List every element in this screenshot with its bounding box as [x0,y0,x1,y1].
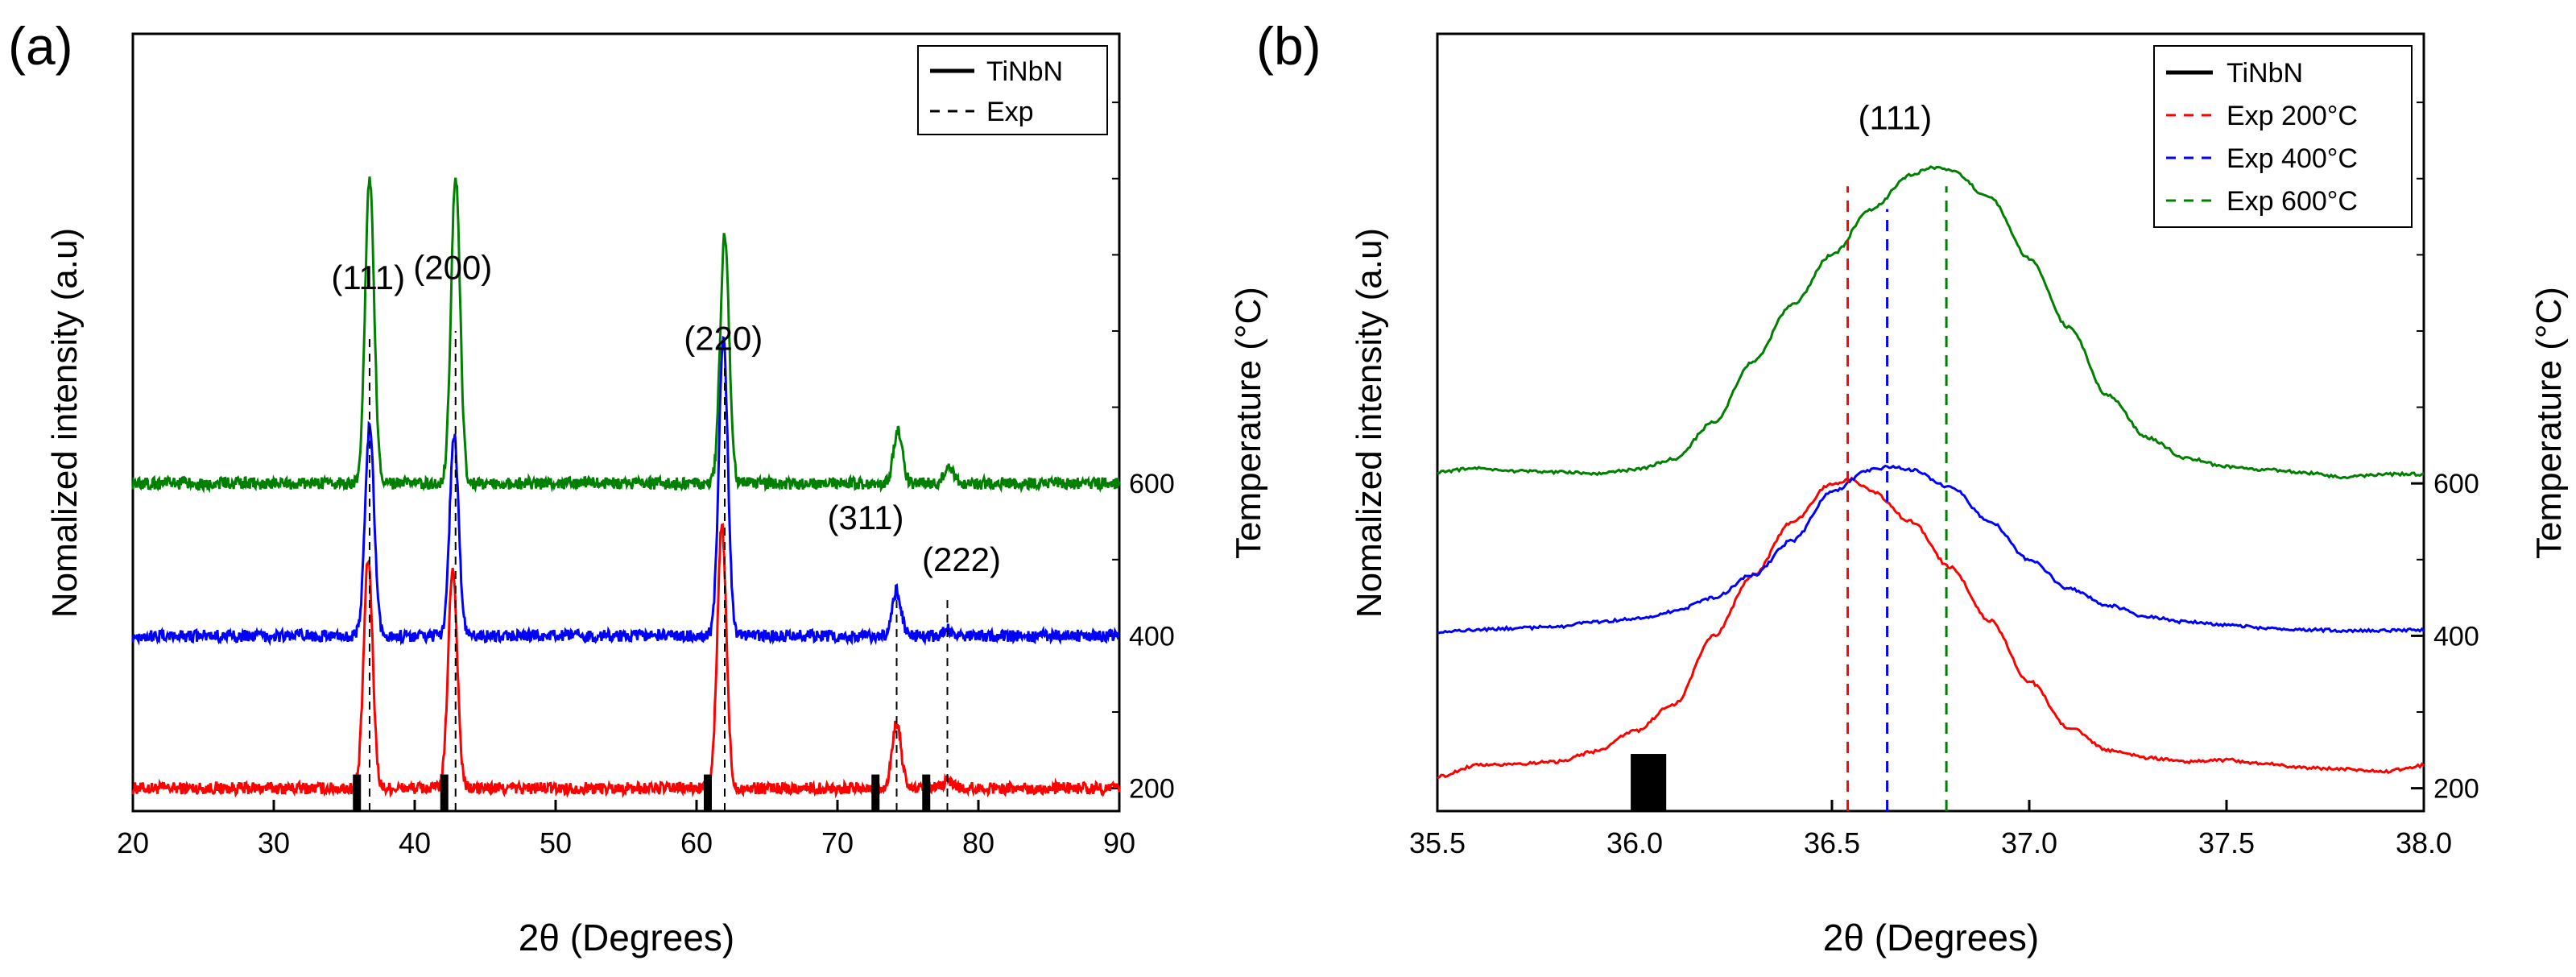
peak-annotation: (200) [413,249,492,287]
tinbn-reference-bar [704,774,712,811]
panel-b-x-tick-label: 36.5 [1804,826,1860,859]
panel-a-x-tick-label: 40 [399,826,431,859]
panel-a-x-axis-title: 2θ (Degrees) [519,917,734,958]
series-line-600c [1437,165,2425,480]
panel-a-x-tick-label: 20 [117,826,149,859]
panel-a: (a) 2θ (Degrees) Nomalized intensity (a.… [8,16,1268,958]
panel-b-x-tick-label: 36.0 [1606,826,1663,859]
tinbn-reference-bar [440,774,449,811]
panel-b-x-tick-label: 38.0 [2396,826,2452,859]
peak-annotation: (222) [922,540,1001,578]
tinbn-reference-bar [922,774,931,811]
panel-b-x-tick-label: 35.5 [1409,826,1466,859]
peak-annotation: (220) [684,320,763,358]
legend-label-exp-400: Exp 400°C [2227,143,2358,174]
tinbn-reference-bar [1631,754,1667,811]
tinbn-reference-bar [871,774,880,811]
panel-b-label: (b) [1256,16,1321,76]
series-line-600c [131,176,1121,494]
legend-label-exp-200: Exp 200°C [2227,101,2358,131]
panel-a-right-tick-label: 400 [1129,621,1175,652]
panel-a-y-axis-title: Nomalized intensity (a.u) [45,228,85,618]
panel-b-right-axis-title: Temperature (°C) [2529,287,2569,559]
peak-annotation: (311) [828,499,904,536]
legend-label-tinbn-b: TiNbN [2227,58,2303,89]
panel-b: (b) 2θ (Degrees) Nomalized intensity (a.… [1256,16,2569,958]
panel-a-x-tick-label: 80 [962,826,994,859]
panel-b-legend: TiNbN Exp 200°C Exp 400°C Exp 600°C [2153,45,2413,228]
panel-b-x-tick-label: 37.5 [2198,826,2255,859]
panel-a-legend-box [917,45,1108,135]
series-line-200c [131,523,1121,799]
panel-b-plot-frame [1436,32,2425,813]
panel-b-y-axis-title: Nomalized intensity (a.u) [1350,228,1389,618]
panel-a-x-tick-label: 30 [258,826,290,859]
panel-a-label: (a) [8,16,73,76]
panel-a-right-tick-label: 600 [1129,469,1175,499]
series-line-200c [1437,476,2425,780]
panel-a-legend: TiNbN Exp [917,45,1108,135]
panel-b-right-tick-label: 400 [2433,621,2479,652]
panel-b-legend-box [2153,45,2413,228]
panel-a-right-axis-title: Temperature (°C) [1229,287,1268,559]
legend-label-tinbn: TiNbN [986,56,1063,87]
panel-a-x-tick-label: 60 [680,826,713,859]
legend-label-exp: Exp [986,97,1034,127]
tinbn-reference-bar [353,774,362,811]
legend-label-exp-600: Exp 600°C [2227,186,2358,217]
peak-annotation: (111) [1858,98,1932,136]
panel-a-plot-frame [131,32,1121,813]
panel-b-right-tick-label: 600 [2433,469,2479,499]
panel-a-x-tick-label: 90 [1103,826,1135,859]
panel-b-right-tick-label: 200 [2433,774,2479,805]
panel-b-x-axis-title: 2θ (Degrees) [1823,917,2039,958]
panel-a-x-tick-label: 50 [540,826,572,859]
panel-b-x-tick-label: 37.0 [2001,826,2057,859]
panel-a-x-tick-label: 70 [821,826,854,859]
panel-a-right-tick-label: 200 [1129,774,1175,805]
series-line-400c [1437,464,2425,635]
peak-annotation: (111) [331,259,405,296]
series-line-400c [131,335,1120,647]
